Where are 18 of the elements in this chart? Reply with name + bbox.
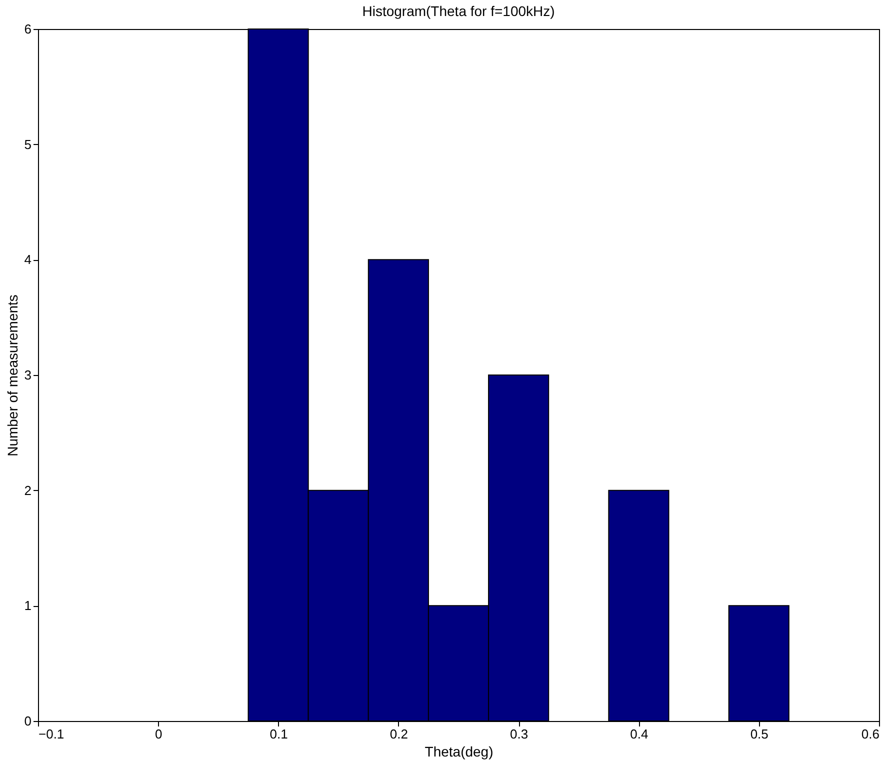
y-tick-label: 3 (24, 368, 32, 382)
x-tick-label: 0 (155, 726, 162, 742)
x-axis-title: Theta(deg) (424, 744, 494, 760)
y-tick-label: 4 (24, 252, 32, 268)
y-tick-label: 5 (24, 136, 32, 152)
y-tick-label: 6 (24, 22, 32, 36)
y-tick-label: 0 (24, 714, 32, 728)
y-tick-label: 1 (24, 598, 32, 614)
x-tick-label: 0.2 (390, 726, 408, 742)
chart-title: Histogram(Theta for f=100kHz) (362, 3, 555, 19)
y-tick-label: 2 (24, 482, 32, 498)
x-tick-label: −0.1 (38, 726, 64, 742)
x-tick-label: 0.5 (750, 726, 768, 742)
x-tick-label: 0.4 (630, 726, 648, 742)
x-tick-label: 0.6 (861, 726, 880, 742)
x-tick-label: 0.3 (510, 726, 528, 742)
y-axis-title: Number of measurements (4, 294, 20, 456)
x-tick-label: 0.1 (270, 726, 288, 742)
